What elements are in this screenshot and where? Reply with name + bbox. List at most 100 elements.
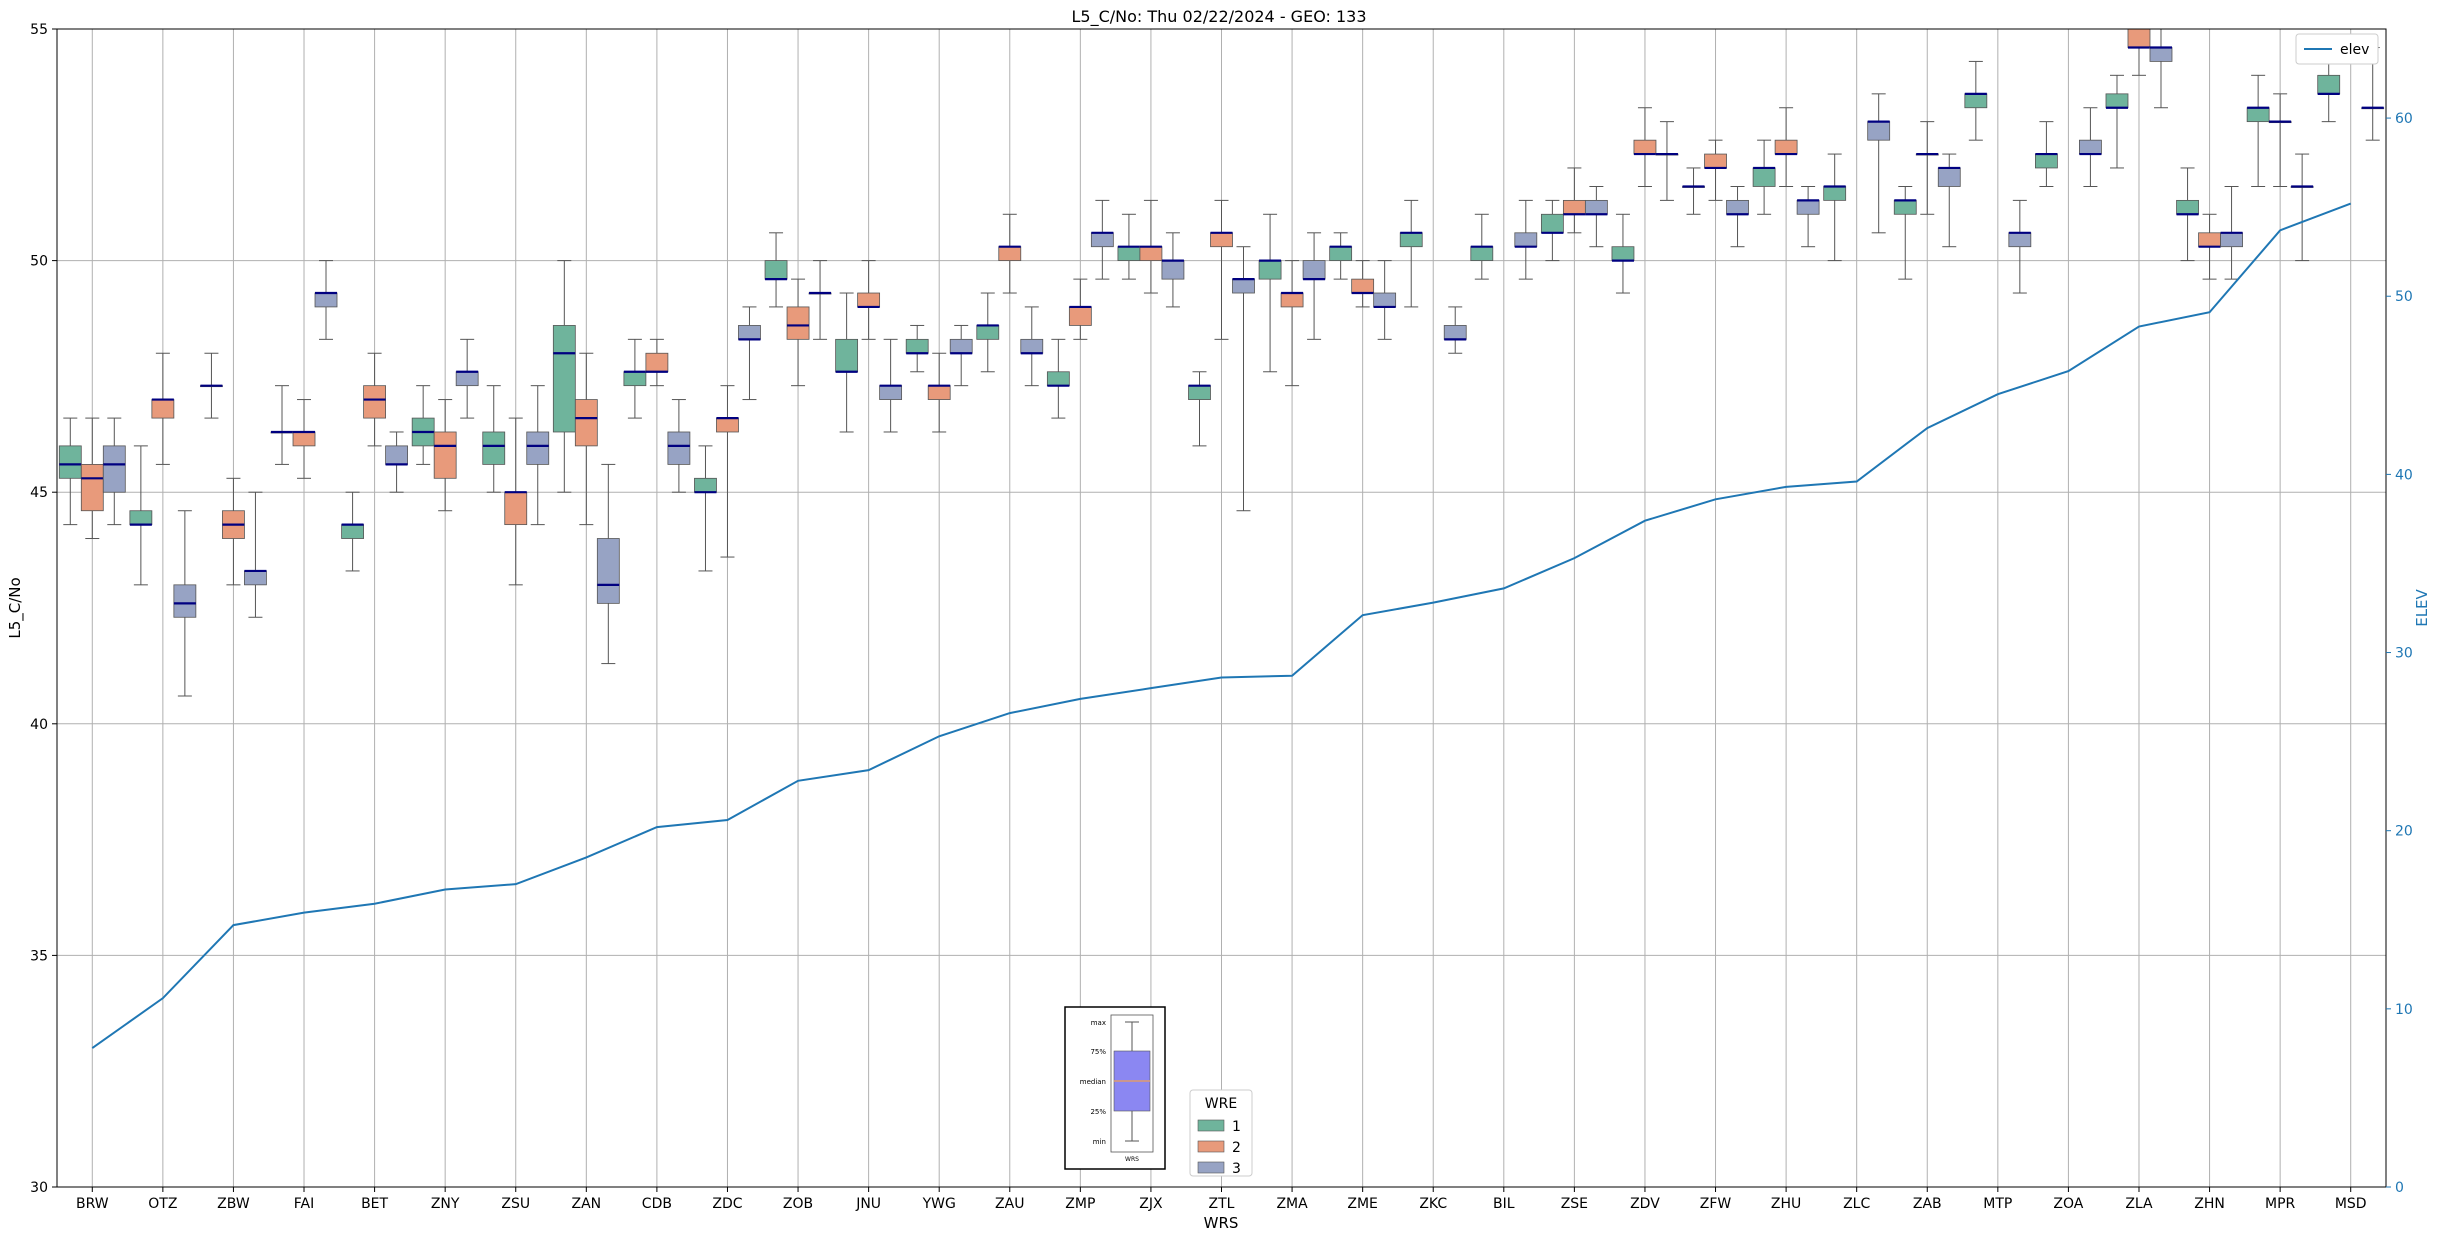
- box-wre2-ZMP: [1068, 278, 1092, 340]
- inset-label: 75%: [1090, 1048, 1106, 1056]
- box-iqr: [1373, 292, 1397, 308]
- inset-axes: [1110, 1014, 1154, 1153]
- box-wre1-BRW: [58, 417, 82, 526]
- box-iqr: [574, 399, 598, 447]
- box-wre2-CDB: [645, 338, 669, 387]
- x-tick-label: OTZ: [148, 1196, 177, 1212]
- box-wre3-ZAN: [596, 463, 620, 665]
- y-tick-label: 55: [30, 22, 48, 38]
- box-iqr: [1161, 260, 1185, 280]
- inset-label: max: [1091, 1019, 1106, 1027]
- y2-tick-label: 20: [2395, 824, 2413, 840]
- box-iqr: [1351, 278, 1375, 294]
- x-tick-label: ZAB: [1913, 1196, 1942, 1212]
- box-wre2-ZSE: [1562, 167, 1586, 234]
- box-wre3-ZOA: [2079, 107, 2102, 187]
- box-iqr: [1562, 199, 1586, 215]
- box-iqr: [1280, 292, 1304, 308]
- box-wre3-ZDC: [738, 306, 761, 401]
- box-wre3-ZLA: [2149, 29, 2173, 109]
- box-wre3-FAI: [314, 260, 338, 340]
- box-iqr: [2246, 107, 2270, 123]
- box-wre1-ZDC: [694, 445, 717, 572]
- box-iqr: [102, 445, 126, 493]
- inset-label: median: [1080, 1078, 1106, 1086]
- x-tick-label: ZJX: [1139, 1196, 1163, 1212]
- inset-label: 25%: [1090, 1108, 1106, 1116]
- x-tick-label: ZME: [1347, 1196, 1378, 1212]
- box-iqr: [129, 510, 153, 526]
- box-iqr: [385, 445, 408, 465]
- box-iqr: [645, 352, 669, 373]
- box-iqr: [2008, 232, 2032, 248]
- box-iqr: [2127, 29, 2151, 48]
- box-wre1-ZAB: [1893, 185, 1917, 280]
- x-tick-label: ZFW: [1700, 1196, 1732, 1212]
- box-wre2-ZHU: [1774, 107, 1798, 187]
- x-tick-label: BIL: [1493, 1196, 1515, 1212]
- y2-tick-label: 0: [2395, 1180, 2404, 1196]
- y-axis-label: L5_C/No: [6, 577, 25, 638]
- box-wre1-OTZ: [129, 445, 153, 586]
- box-wre2-ZBW: [222, 477, 245, 586]
- box-wre1-ZNY: [411, 385, 435, 465]
- elev-polyline: [91, 202, 2352, 1049]
- box-wre2-ZFW: [1704, 139, 1727, 201]
- box-wre3-ZFW: [1726, 185, 1749, 248]
- box-wre1-JNU: [835, 292, 859, 433]
- box-iqr: [1704, 153, 1727, 169]
- box-wre2-ZME: [1351, 260, 1375, 308]
- box-iqr: [1752, 167, 1776, 187]
- box-iqr: [2149, 47, 2173, 62]
- box-iqr: [552, 325, 576, 433]
- box-iqr: [2176, 199, 2199, 215]
- box-iqr: [2079, 139, 2102, 155]
- x-tick-label: MSD: [2335, 1196, 2367, 1212]
- box-iqr: [1726, 199, 1749, 215]
- x-tick-label: ZLA: [2125, 1196, 2153, 1212]
- box-iqr: [2198, 232, 2221, 248]
- box-iqr: [1399, 232, 1423, 248]
- box-iqr: [1443, 325, 1467, 340]
- box-iqr: [998, 246, 1022, 261]
- box-wre3-ZMP: [1090, 199, 1114, 280]
- box-wre2-ZAB: [1915, 121, 1939, 215]
- box-iqr: [1823, 186, 1847, 201]
- box-wre2-OTZ: [151, 352, 175, 465]
- box-wre3-BIL: [1514, 199, 1538, 280]
- y-tick-label: 45: [30, 485, 48, 501]
- box-legend-swatch: [1197, 1161, 1225, 1174]
- box-iqr: [949, 338, 973, 354]
- y2-tick-label: 10: [2395, 1002, 2413, 1018]
- box-wre2-ZNY: [433, 399, 457, 512]
- box-iqr: [1584, 199, 1608, 215]
- box-legend-entry: 1: [1232, 1119, 1241, 1135]
- x-tick-label: ZLC: [1843, 1196, 1870, 1212]
- box-wre2-ZAU: [998, 213, 1022, 294]
- box-iqr: [455, 371, 479, 387]
- box-iqr: [1232, 278, 1255, 294]
- box-iqr: [482, 431, 506, 465]
- x-tick-label: ZMA: [1276, 1196, 1308, 1212]
- box-wre3-ZDV: [1655, 121, 1679, 201]
- box-wre1-MTP: [1964, 60, 1988, 141]
- left-axis: 30 35 40 45 50 55: [30, 22, 57, 1196]
- box-wre1-ZTL: [1188, 371, 1211, 447]
- box-wre1-ZSE: [1540, 199, 1564, 262]
- elev-line: [91, 202, 2352, 1049]
- box-wre3-ZTL: [1232, 246, 1255, 512]
- y2-tick-label: 50: [2395, 289, 2413, 305]
- box-iqr: [2317, 74, 2341, 95]
- boxes: [58, 29, 2385, 697]
- box-wre1-ZLC: [1823, 153, 1847, 262]
- box-iqr: [1210, 232, 1233, 248]
- box-iqr: [667, 431, 691, 465]
- box-legend-entry: 2: [1232, 1140, 1241, 1156]
- box-wre3-BRW: [102, 417, 126, 526]
- box-iqr: [1258, 260, 1282, 280]
- box-wre2-YWG: [927, 352, 951, 433]
- box-wre1-ZSU: [482, 385, 506, 493]
- box-iqr: [835, 338, 859, 373]
- box-legend-entry: 3: [1232, 1161, 1241, 1177]
